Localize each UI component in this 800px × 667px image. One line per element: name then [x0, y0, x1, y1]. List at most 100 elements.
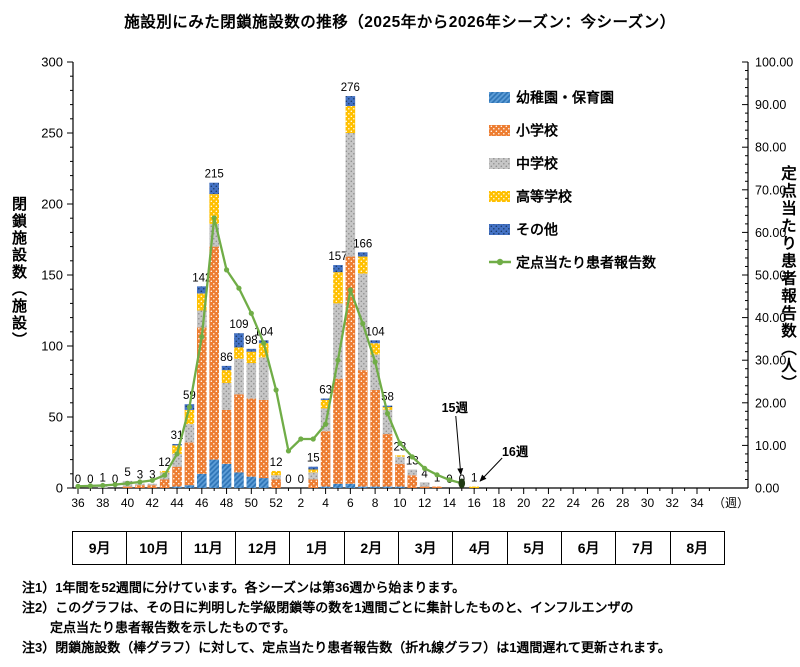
bar-segment-0	[172, 486, 182, 488]
x-axis-tick-label: 36	[71, 496, 85, 510]
bar-segment-2	[184, 424, 195, 443]
bar-value-label: 0	[285, 474, 291, 486]
bar-value-label: 4	[421, 468, 428, 480]
bar-segment-4	[172, 443, 182, 446]
x-axis-tick-label: 40	[121, 496, 135, 510]
x-axis-tick-label: 50	[245, 496, 259, 510]
bar-value-label: 12	[270, 457, 283, 469]
x-axis-tick-label: 38	[96, 496, 110, 510]
bar-segment-4	[357, 252, 368, 257]
bar-segment-1	[197, 327, 207, 474]
annotation-week16-label: 16週	[502, 444, 529, 459]
line-marker	[124, 480, 131, 486]
bar-segment-1	[308, 479, 319, 488]
bar-segment-1	[382, 434, 393, 487]
bar-value-label: 63	[319, 385, 332, 397]
bar-segment-4	[308, 466, 319, 470]
x-axis-tick-label: 20	[517, 496, 531, 510]
bar-segment-3	[382, 407, 393, 410]
bar-value-label: 0	[87, 474, 93, 486]
right-axis-tick-label: 10.00	[755, 439, 786, 453]
x-axis-tick-label: 44	[170, 496, 184, 510]
x-axis-tick-label: 16	[467, 496, 481, 510]
right-axis-tick-label: 30.00	[755, 354, 786, 368]
bar-value-label: 109	[229, 319, 248, 331]
month-cell: 2月	[345, 532, 399, 564]
footnotes: 注1）1年間を52週間に分けています。各シーズンは第36週から始まります。 注2…	[22, 578, 671, 658]
bar-segment-2	[197, 310, 207, 328]
footnote-1: 注1）1年間を52週間に分けています。各シーズンは第36週から始まります。	[22, 580, 466, 595]
line-marker	[335, 357, 341, 363]
right-axis-tick-label: 40.00	[755, 311, 786, 325]
right-axis-tick-label: 20.00	[755, 396, 786, 410]
bar-segment-3	[320, 399, 331, 409]
x-axis-tick-label: 26	[591, 496, 605, 510]
bar-segment-0	[184, 485, 195, 488]
bar-segment-2	[246, 363, 257, 399]
x-axis-tick-label: 10	[393, 496, 407, 510]
x-axis-tick-label: 46	[195, 496, 209, 510]
x-axis-tick-label: 24	[567, 496, 581, 510]
line-marker	[347, 287, 353, 293]
bar-segment-3	[308, 469, 319, 473]
x-axis-tick-label: 30	[641, 496, 655, 510]
bar-segment-2	[271, 475, 281, 480]
month-row: 9月 10月 11月 12月 1月 2月 3月 4月 5月 6月 7月 8月	[72, 531, 725, 565]
legend-label: 幼稚園・保育園	[516, 90, 614, 106]
bar-value-label: 104	[366, 326, 386, 338]
bar-segment-4	[333, 265, 343, 273]
x-axis-tick-label: 52	[269, 496, 283, 510]
bar-segment-0	[370, 486, 380, 488]
x-axis-tick-label: 14	[443, 496, 457, 510]
bar-value-label: 0	[75, 474, 81, 486]
line-marker	[285, 448, 292, 454]
bar-segment-1	[172, 466, 182, 487]
bar-segment-0	[320, 486, 331, 488]
line-marker	[236, 285, 242, 291]
bar-value-label: 1	[100, 473, 106, 485]
bar-value-label: 59	[183, 390, 196, 402]
bar-segment-2	[382, 409, 393, 435]
bar-segment-2	[308, 472, 319, 480]
bar-segment-3	[370, 343, 380, 355]
month-cell: 11月	[182, 532, 236, 564]
legend-label: 小学校	[516, 123, 559, 139]
right-axis-tick-label: 90.00	[755, 98, 786, 112]
bar-segment-2	[407, 469, 418, 476]
line-marker	[261, 340, 267, 346]
bar-segment-3	[258, 343, 269, 358]
bar-segment-4	[221, 365, 232, 371]
right-axis-tick-label: 0.00	[755, 482, 779, 496]
month-cell: 7月	[616, 532, 671, 564]
footnote-3: 注3）閉鎖施設数（棒グラフ）に対して、定点当たり患者報告数（折れ線グラフ）は1週…	[22, 640, 671, 655]
bar-segment-1	[407, 475, 418, 488]
month-cell: 12月	[236, 532, 291, 564]
bar-value-label: 98	[245, 335, 258, 347]
bar-value-label: 15	[307, 453, 320, 465]
line-marker	[199, 334, 205, 340]
x-axis-tick-label: 42	[146, 496, 160, 510]
bar-segment-2	[345, 133, 356, 257]
left-axis-tick-label: 100	[41, 339, 63, 354]
bar-segment-3	[234, 347, 244, 359]
line-marker	[112, 481, 118, 488]
month-cell: 5月	[508, 532, 562, 564]
bar-segment-1	[419, 486, 430, 488]
line-marker	[162, 472, 168, 478]
bar-segment-2	[234, 358, 244, 395]
x-axis-tick-label: 2	[297, 496, 304, 510]
bar-segment-1	[345, 256, 356, 484]
line-marker	[298, 436, 304, 442]
bar-segment-1	[184, 442, 195, 486]
annotation-week16-arrow	[479, 457, 503, 482]
bar-segment-3	[246, 351, 257, 364]
bar-segment-2	[221, 382, 232, 410]
bar-value-label: 3	[137, 470, 143, 482]
bar-value-label: 1	[434, 473, 440, 485]
bar-segment-4	[234, 333, 244, 348]
bar-value-label: 86	[220, 352, 233, 364]
bar-segment-1	[395, 463, 405, 487]
bar-segment-1	[122, 486, 133, 488]
bar-value-label: 215	[205, 169, 224, 181]
left-axis-tick-label: 200	[41, 197, 63, 212]
